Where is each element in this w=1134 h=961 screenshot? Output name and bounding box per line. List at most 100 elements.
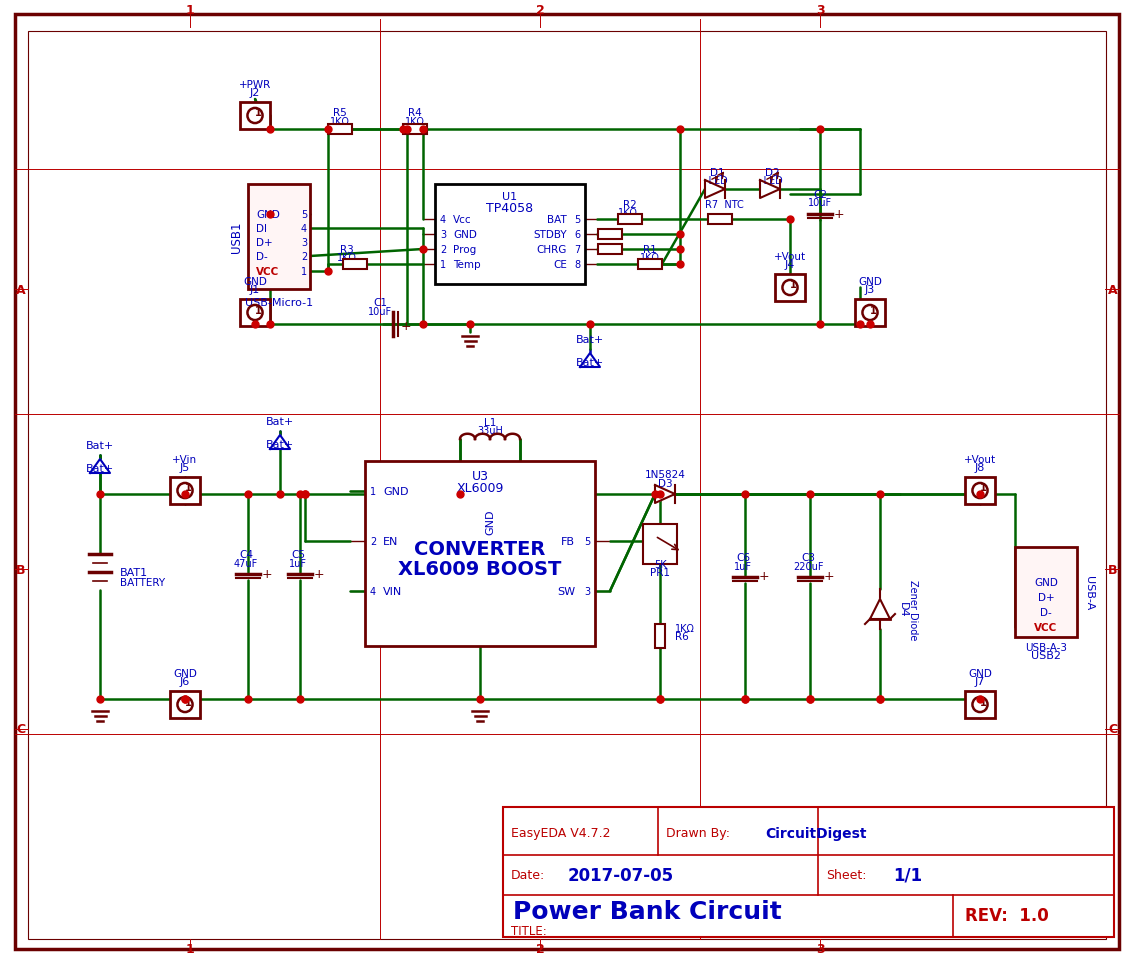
Bar — [775, 275, 805, 302]
Bar — [708, 214, 733, 225]
Text: 1: 1 — [301, 267, 307, 277]
Text: Bat+: Bat+ — [86, 440, 115, 451]
Text: 2: 2 — [370, 536, 376, 547]
Text: 4: 4 — [370, 586, 376, 597]
Text: 47uF: 47uF — [234, 558, 259, 568]
Text: GND: GND — [452, 230, 477, 239]
Polygon shape — [870, 600, 890, 619]
Text: D-: D- — [1040, 607, 1052, 617]
Bar — [170, 691, 200, 718]
Text: Temp: Temp — [452, 259, 481, 270]
Text: 1: 1 — [440, 259, 446, 270]
Bar — [342, 259, 367, 270]
Text: 1KΩ: 1KΩ — [405, 117, 425, 127]
Bar — [503, 807, 1114, 937]
Text: 3: 3 — [440, 230, 446, 239]
Text: D2: D2 — [764, 168, 779, 178]
Text: 1: 1 — [185, 697, 192, 706]
Text: 1KΩ: 1KΩ — [337, 253, 357, 262]
Text: J7: J7 — [975, 677, 985, 686]
Text: CHRG: CHRG — [536, 245, 567, 255]
Text: CircuitDigest: CircuitDigest — [765, 826, 866, 840]
Text: +Vin: +Vin — [172, 455, 197, 464]
Text: C1: C1 — [373, 298, 387, 308]
Text: L1: L1 — [484, 418, 497, 428]
Text: 1: 1 — [255, 306, 261, 315]
Text: R3: R3 — [340, 245, 354, 255]
Text: 1: 1 — [870, 306, 877, 315]
Text: Bat+: Bat+ — [86, 463, 115, 474]
Text: EasyEDA V4.7.2: EasyEDA V4.7.2 — [511, 826, 610, 840]
Polygon shape — [760, 181, 780, 199]
Text: +: + — [759, 570, 770, 583]
Text: 2: 2 — [535, 4, 544, 16]
Text: 33uH: 33uH — [477, 426, 503, 435]
Text: 1KΩ: 1KΩ — [330, 117, 350, 127]
Text: D3: D3 — [658, 479, 672, 488]
Text: XL6009: XL6009 — [456, 482, 503, 495]
Text: A: A — [16, 283, 26, 296]
Text: U3: U3 — [472, 470, 489, 483]
Text: +: + — [833, 208, 845, 220]
Bar — [643, 525, 677, 564]
Bar — [965, 478, 995, 505]
Text: VCC: VCC — [256, 267, 279, 277]
Bar — [638, 259, 662, 270]
Text: 1: 1 — [789, 281, 796, 290]
Bar — [240, 300, 270, 327]
Text: Bat+: Bat+ — [576, 357, 604, 368]
Text: C6: C6 — [736, 553, 750, 562]
Text: C: C — [1108, 723, 1118, 736]
Text: R7  NTC: R7 NTC — [704, 200, 744, 209]
Text: USB-Micro-1: USB-Micro-1 — [245, 298, 313, 308]
Bar — [598, 230, 623, 239]
Text: J5: J5 — [180, 462, 191, 473]
Text: J4: J4 — [785, 259, 795, 270]
Text: J6: J6 — [180, 677, 191, 686]
Bar — [655, 625, 665, 649]
Text: 1: 1 — [255, 109, 261, 118]
Text: D4: D4 — [898, 602, 908, 617]
Text: D-: D- — [256, 252, 268, 261]
Text: D1: D1 — [710, 168, 725, 178]
Text: GND: GND — [256, 209, 280, 220]
Text: BATTERY: BATTERY — [120, 578, 166, 587]
Text: 10uF: 10uF — [367, 307, 392, 317]
Text: CONVERTER: CONVERTER — [414, 539, 545, 558]
Text: Sheet:: Sheet: — [826, 869, 866, 881]
Text: 7: 7 — [574, 245, 579, 255]
Text: 1N5824: 1N5824 — [644, 470, 685, 480]
Text: Date:: Date: — [511, 869, 545, 881]
Bar — [855, 300, 885, 327]
Text: 2: 2 — [301, 252, 307, 261]
Text: DI: DI — [256, 224, 266, 234]
Text: Vcc: Vcc — [452, 214, 472, 225]
Text: BAT: BAT — [548, 214, 567, 225]
Text: GND: GND — [968, 668, 992, 678]
Bar — [328, 125, 352, 135]
Text: 1uF: 1uF — [734, 561, 752, 572]
Text: USB2: USB2 — [1031, 651, 1061, 660]
Text: B: B — [16, 563, 26, 576]
Text: 5: 5 — [574, 214, 579, 225]
Text: Power Bank Circuit: Power Bank Circuit — [513, 899, 781, 923]
Text: 3: 3 — [815, 4, 824, 16]
Text: 4: 4 — [301, 224, 307, 234]
Text: +Vout: +Vout — [964, 455, 996, 464]
Text: +Vout: +Vout — [773, 252, 806, 261]
Text: J2: J2 — [249, 87, 260, 98]
Text: Drawn By:: Drawn By: — [666, 826, 730, 840]
Text: 1KΩ: 1KΩ — [618, 208, 638, 218]
Text: TITLE:: TITLE: — [511, 924, 547, 938]
Text: 1/1: 1/1 — [892, 866, 922, 884]
Text: 1: 1 — [185, 483, 192, 493]
Text: GND: GND — [243, 277, 266, 286]
Text: 10uF: 10uF — [807, 198, 832, 208]
Text: 5K: 5K — [653, 559, 667, 570]
Text: STDBY: STDBY — [533, 230, 567, 239]
Bar — [248, 185, 310, 289]
Text: 3: 3 — [815, 943, 824, 955]
Text: 2: 2 — [440, 245, 447, 255]
Text: +: + — [400, 320, 412, 333]
Text: +PWR: +PWR — [239, 80, 271, 90]
